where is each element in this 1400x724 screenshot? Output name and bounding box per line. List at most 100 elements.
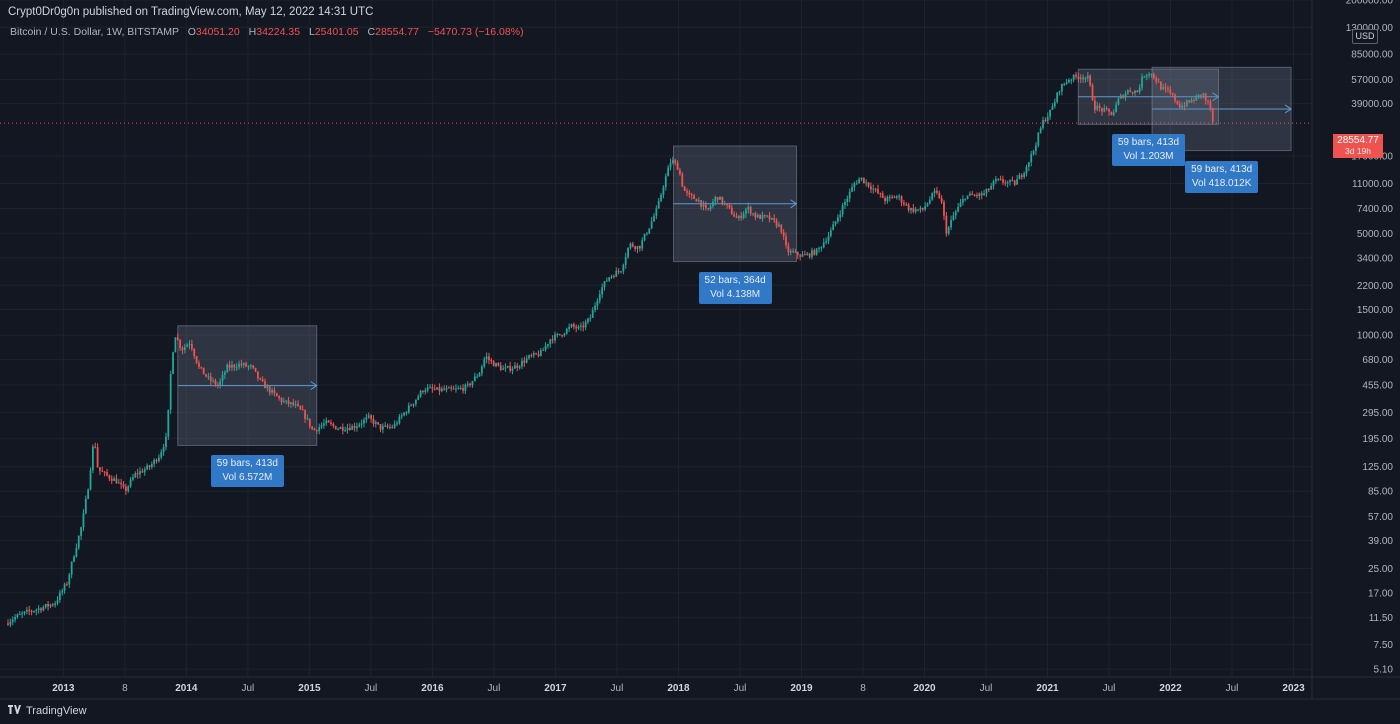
candle-body [157, 457, 160, 462]
candle-body [1181, 105, 1184, 108]
candle-body [638, 246, 641, 249]
candle-body [84, 498, 87, 514]
time-tick-label: 2023 [1282, 683, 1305, 694]
candle-body [141, 471, 144, 473]
candle-body [775, 220, 778, 227]
candle-body [1155, 78, 1158, 82]
candle-body [370, 415, 372, 419]
candle-body [28, 609, 31, 612]
candle-body [563, 333, 566, 336]
candle-body [594, 305, 596, 310]
candle-body [1103, 108, 1106, 112]
price-tick-label: 455.00 [1362, 380, 1393, 391]
candle-body [1013, 180, 1016, 185]
time-tick-label: 2013 [52, 683, 75, 694]
candle-body [146, 465, 149, 470]
candle-body [1039, 127, 1042, 133]
candle-body [240, 363, 243, 366]
measurement-label: 59 bars, 413d Vol 418.012K [1185, 160, 1259, 193]
candle-body [528, 355, 530, 359]
candle-body [275, 393, 278, 397]
time-axis[interactable]: 2013 8 2014 Jul 2015 Jul 2016 Jul 2017 Jul 2018 Jul… [52, 683, 1305, 694]
candle-body [202, 367, 205, 375]
candle-body [865, 182, 868, 184]
candle-body [700, 200, 703, 207]
candle-body [518, 366, 521, 368]
candle-body [879, 193, 882, 195]
candle-body [846, 198, 849, 202]
candle-body [641, 240, 644, 249]
candle-body [278, 396, 281, 399]
candle-body [910, 208, 912, 211]
candle-body [761, 214, 764, 219]
candle-body [379, 424, 382, 430]
candle-body [780, 224, 783, 233]
candle-body [794, 251, 797, 253]
candle-body [436, 387, 438, 390]
measurement-volume-text: Vol 1.203M [1123, 151, 1174, 163]
candle-body [1098, 105, 1101, 109]
candle-body [47, 604, 49, 607]
candle-body [591, 309, 594, 318]
candle-body [1016, 179, 1018, 185]
candle-body [858, 179, 861, 184]
price-tick-label: 85000.00 [1351, 50, 1393, 61]
candle-body [162, 447, 165, 453]
measurement-label: 59 bars, 413d Vol 1.203M [1111, 134, 1186, 167]
time-tick-label: Jul [1103, 683, 1116, 694]
candle-body [1105, 108, 1108, 110]
candle-body [405, 412, 408, 414]
candle-body [766, 215, 769, 217]
candle-body [851, 187, 853, 192]
candle-body [433, 388, 436, 390]
last-price-tag: 28554.77 3d 19h [1333, 134, 1383, 158]
candle-body [768, 215, 771, 220]
candle-body [815, 248, 818, 255]
candle-body [174, 337, 177, 353]
candle-body [945, 215, 948, 234]
candle-body [186, 345, 189, 347]
candle-body [1174, 94, 1176, 101]
candle-body [181, 348, 184, 350]
candle-body [198, 362, 200, 367]
candle-body [874, 188, 877, 190]
candle-body [1211, 108, 1214, 122]
symbol-name[interactable]: Bitcoin / U.S. Dollar, 1W, BITSTAMP [10, 26, 179, 38]
candle-body [339, 427, 342, 429]
candle-body [803, 254, 806, 256]
time-tick-label: Jul [611, 683, 624, 694]
candle-body [919, 207, 922, 210]
candle-body [966, 195, 969, 199]
candle-body [1018, 175, 1021, 180]
candle-body [412, 403, 415, 406]
candle-body [827, 236, 830, 242]
time-tick-label: 8 [860, 683, 866, 694]
candle-body [971, 193, 974, 196]
candle-body [853, 183, 856, 188]
measurement-label: 59 bars, 413d Vol 6.572M [210, 455, 284, 488]
candle-body [1042, 120, 1044, 128]
candle-body [516, 365, 519, 368]
candle-body [634, 246, 637, 250]
candle-body [1058, 91, 1061, 93]
candle-body [485, 356, 488, 360]
currency-button[interactable]: USD [1352, 29, 1378, 44]
candle-body [973, 195, 976, 197]
candle-body [624, 257, 627, 265]
candle-body [903, 202, 905, 205]
candle-body [714, 197, 717, 202]
candle-body [822, 242, 825, 248]
candle-body [994, 179, 997, 182]
candle-body [1108, 109, 1110, 112]
price-axis[interactable]: 5.10 7.50 11.50 17.00 25.00 39.00 57.00 85.00 12… [1346, 0, 1394, 676]
time-tick-label: Jul [241, 683, 254, 694]
candle-body [1075, 74, 1077, 77]
candle-body [1150, 73, 1153, 75]
candle-body [754, 213, 757, 218]
candle-body [565, 328, 568, 334]
candle-body [132, 477, 134, 480]
candle-body [127, 486, 130, 492]
candle-body [589, 317, 592, 319]
candle-body [462, 387, 464, 391]
